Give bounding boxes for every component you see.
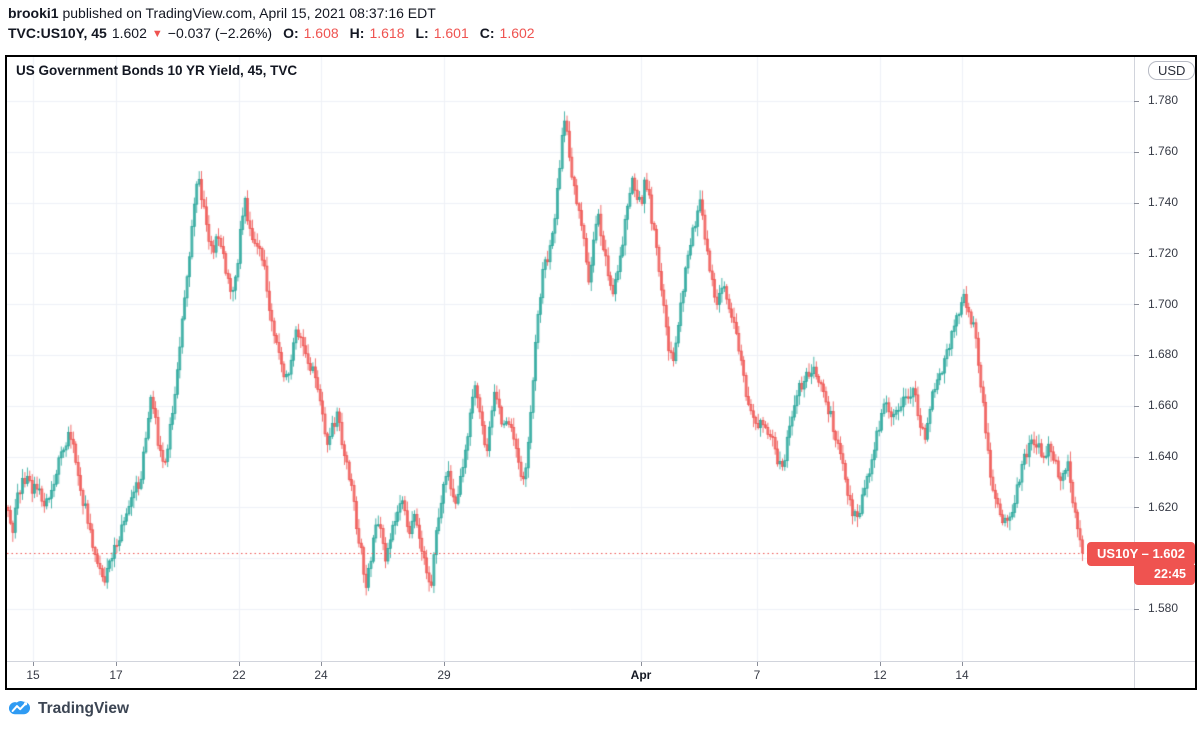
close-label: C: [479,25,495,41]
x-axis-tick [239,662,240,666]
time-axis-separator [7,661,1195,662]
x-axis-tick [33,662,34,666]
y-axis-tick [1134,151,1139,153]
y-axis-tick [1134,507,1139,509]
x-axis-tick [757,662,758,666]
x-axis-label: 14 [955,668,969,682]
down-triangle-icon: ▼ [151,27,163,40]
x-axis-label: 15 [26,668,40,682]
low-label: L: [415,25,429,41]
footer-brand[interactable]: TradingView [8,697,129,720]
y-axis-tick [1134,202,1139,204]
tradingview-logo-text: TradingView [38,699,130,717]
time-axis[interactable]: 15 17 22 24 29 Apr 7 12 14 [7,662,1134,687]
y-axis-label: 1.700 [1148,296,1179,311]
x-axis-tick [444,662,445,666]
y-axis-label: 1.760 [1148,144,1179,159]
x-axis-label: Apr [630,668,652,682]
last-price: 1.602 [111,25,147,41]
y-axis-label: 1.780 [1148,93,1179,108]
y-axis-tick [1134,100,1139,102]
x-axis-label: 7 [753,668,761,682]
x-axis-tick [880,662,881,666]
y-axis-tick [1134,456,1139,458]
x-axis-label: 29 [437,668,451,682]
x-axis-tick [321,662,322,666]
y-axis-tick [1134,253,1139,255]
x-axis-tick [116,662,117,666]
y-axis-label: 1.620 [1148,499,1179,514]
bar-countdown-flag: 22:45 [1134,564,1195,585]
y-axis-label: 1.640 [1148,449,1179,464]
byline-text: published on TradingView.com, April 15, … [58,5,436,21]
price-axis-separator [1134,57,1135,688]
y-axis-label: 1.740 [1148,195,1179,210]
candlestick-chart-canvas[interactable] [7,57,1134,661]
x-axis-label: 17 [109,668,123,682]
y-axis-label: 1.680 [1148,347,1179,362]
currency-badge: USD [1148,61,1196,80]
symbol-quote-row: TVC:US10Y, 45 1.602 ▼ −0.037 (−2.26%) O:… [8,25,535,41]
chart-frame: US Government Bonds 10 YR Yield, 45, TVC… [5,55,1197,690]
price-change: −0.037 (−2.26%) [167,25,273,41]
y-axis-label: 1.720 [1148,245,1179,260]
y-axis-tick [1134,304,1139,306]
y-axis-tick [1134,608,1139,610]
x-axis-label: 12 [873,668,887,682]
x-axis-tick [962,662,963,666]
open-label: O: [283,25,299,41]
y-axis-label: 1.580 [1148,601,1179,616]
tradingview-logo-icon [8,697,31,720]
byline-username: brooki1 [8,5,59,21]
open-value: 1.608 [303,25,339,41]
y-axis-label: 1.660 [1148,398,1179,413]
byline: brooki1 published on TradingView.com, Ap… [8,5,436,21]
high-label: H: [349,25,365,41]
x-axis-tick [641,662,642,666]
y-axis-tick [1134,354,1139,356]
close-value: 1.602 [499,25,535,41]
chart-title: US Government Bonds 10 YR Yield, 45, TVC [16,63,298,78]
x-axis-label: 22 [232,668,246,682]
price-axis[interactable]: 1.780 1.760 1.740 1.720 1.700 1.680 1.660 1.640… [1134,57,1195,661]
symbol-name: TVC:US10Y, 45 [8,25,107,41]
x-axis-label: 24 [314,668,328,682]
low-value: 1.601 [433,25,469,41]
y-axis-tick [1134,405,1139,407]
last-price-flag: US10Y – 1.602 [1087,541,1195,566]
high-value: 1.618 [369,25,405,41]
